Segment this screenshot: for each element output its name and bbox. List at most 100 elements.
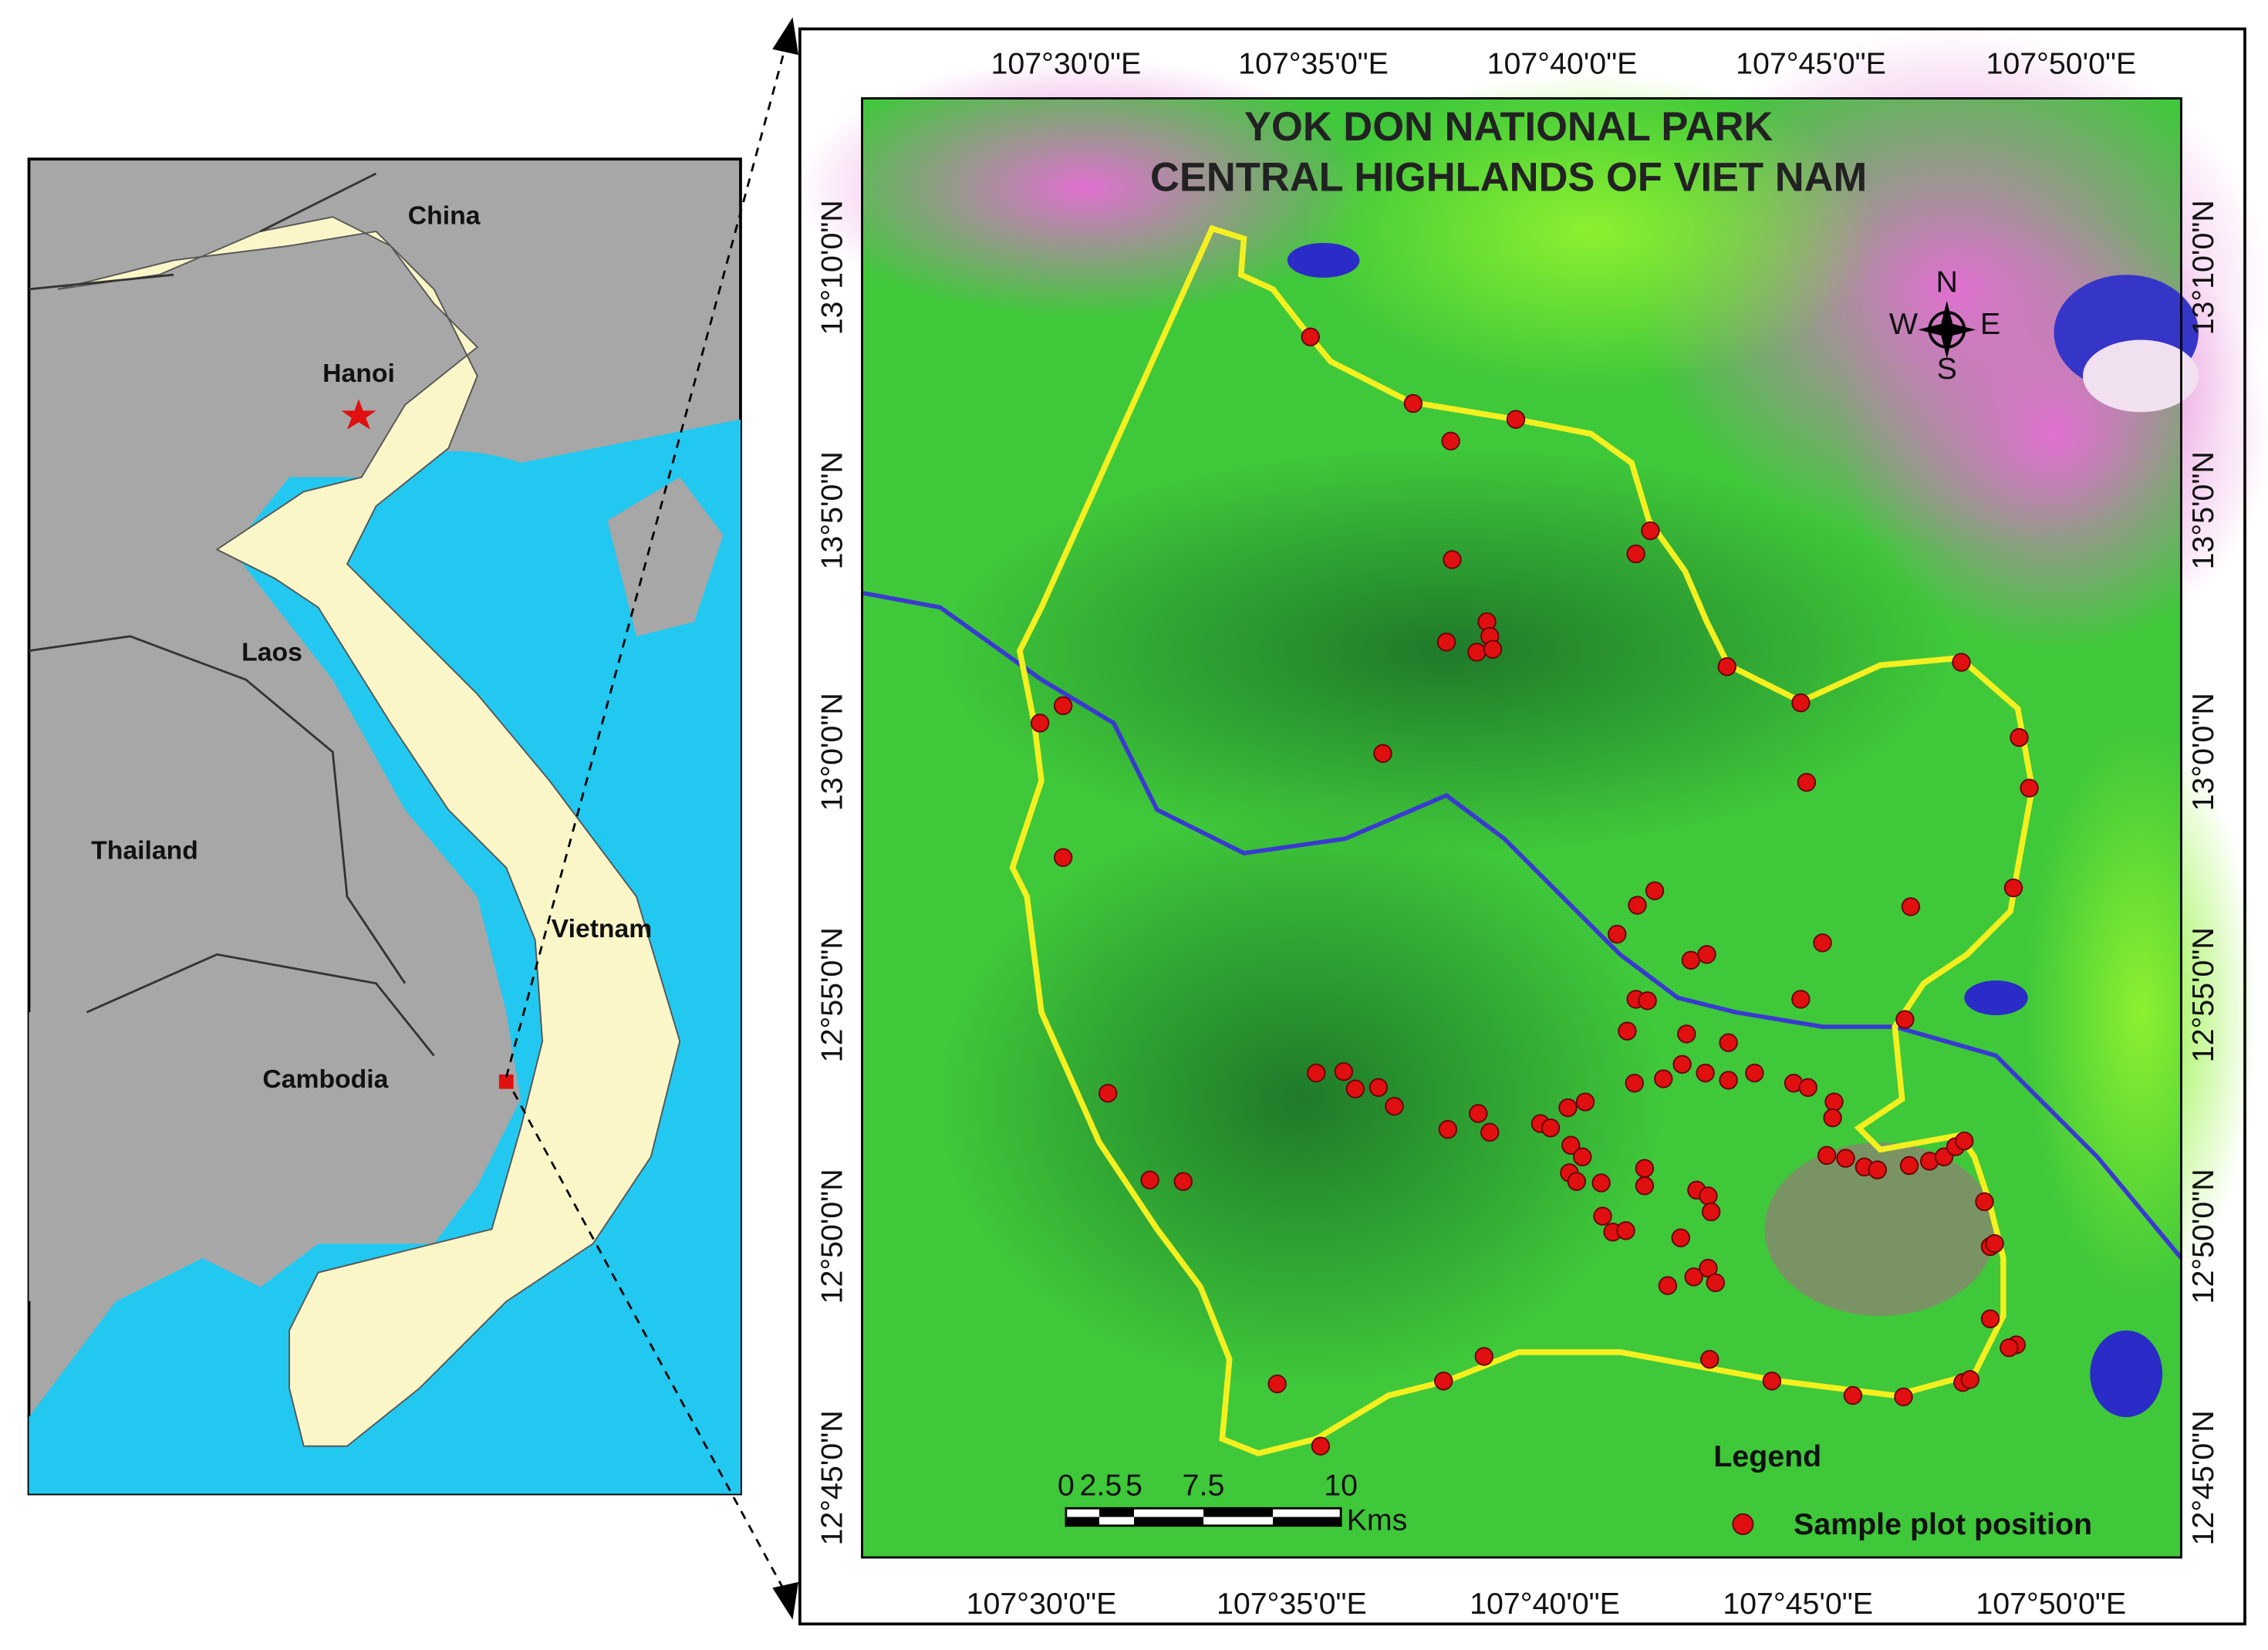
sample-plot bbox=[1952, 653, 1971, 672]
sample-plot bbox=[1745, 1063, 1764, 1083]
sample-plot bbox=[1573, 1147, 1592, 1166]
sample-plot bbox=[1836, 1149, 1855, 1168]
sample-plot bbox=[1824, 1092, 1844, 1112]
scale-unit: Kms bbox=[1347, 1503, 1408, 1537]
sample-plot bbox=[1403, 393, 1423, 413]
sample-plot bbox=[1677, 1024, 1696, 1044]
sample-plot bbox=[1658, 1276, 1678, 1295]
sample-plot bbox=[1053, 848, 1073, 867]
inset-label: China bbox=[408, 201, 481, 231]
latitude-label: 12°50'0"N bbox=[815, 1169, 849, 1304]
sample-plot bbox=[1681, 950, 1701, 970]
sample-plot bbox=[1684, 1267, 1703, 1287]
sample-plot bbox=[1717, 657, 1736, 677]
longitude-label: 107°40'0"E bbox=[1470, 1587, 1620, 1621]
sample-plot bbox=[1813, 933, 1832, 953]
sample-plot bbox=[1480, 1122, 1500, 1142]
sample-plot bbox=[1434, 1372, 1453, 1391]
sample-plot bbox=[1301, 327, 1320, 346]
latitude-label: 12°45'0"N bbox=[2186, 1410, 2220, 1545]
sample-plot bbox=[1441, 431, 1460, 450]
sample-plot bbox=[1140, 1170, 1159, 1189]
inset-map bbox=[27, 157, 742, 1496]
sample-plot bbox=[1385, 1096, 1404, 1116]
sample-plot bbox=[1628, 896, 1647, 915]
sample-plot bbox=[1030, 714, 1050, 733]
latitude-label: 13°10'0"N bbox=[815, 200, 849, 335]
sample-plot bbox=[1823, 1108, 1842, 1128]
sample-plot bbox=[1955, 1131, 1974, 1151]
latitude-label: 13°5'0"N bbox=[2186, 451, 2220, 569]
sample-plot bbox=[1696, 1063, 1715, 1083]
compass-letter: E bbox=[1980, 307, 2000, 341]
sample-plot bbox=[1311, 1436, 1331, 1456]
scale-label: 5 bbox=[1126, 1468, 1142, 1502]
sample-plot bbox=[1334, 1061, 1354, 1081]
sample-plot bbox=[1719, 1033, 1738, 1052]
longitude-label: 107°40'0"E bbox=[1487, 47, 1638, 81]
sample-plot bbox=[1645, 881, 1665, 900]
sample-plot bbox=[1267, 1374, 1287, 1394]
sample-plot bbox=[1797, 773, 1817, 792]
longitude-label: 107°30'0"E bbox=[991, 47, 1141, 81]
scale-label: 10 bbox=[1324, 1468, 1358, 1502]
longitude-label: 107°50'0"E bbox=[1986, 47, 2136, 81]
sample-plot bbox=[1699, 1186, 1718, 1206]
sample-plot bbox=[1438, 1119, 1458, 1139]
scale-bar bbox=[1065, 1507, 1342, 1527]
satellite-image bbox=[795, 29, 2268, 1558]
compass-letter: N bbox=[1936, 265, 1958, 299]
latitude-label: 12°55'0"N bbox=[815, 927, 849, 1062]
sample-plot bbox=[1635, 1159, 1655, 1178]
sample-plot bbox=[1099, 1084, 1118, 1103]
inset-label: Laos bbox=[241, 638, 302, 667]
latitude-label: 13°0'0"N bbox=[815, 693, 849, 811]
sample-plot bbox=[1443, 550, 1462, 569]
sample-plot bbox=[1719, 1071, 1738, 1090]
compass bbox=[1918, 300, 1976, 359]
sample-plot bbox=[2003, 878, 2023, 898]
legend-title: Legend bbox=[1713, 1439, 1821, 1473]
sample-plot bbox=[2010, 727, 2029, 747]
sample-plot bbox=[1483, 639, 1503, 659]
sample-plot bbox=[1561, 1135, 1581, 1155]
sample-plot bbox=[1575, 1092, 1595, 1112]
longitude-label: 107°45'0"E bbox=[1736, 47, 1886, 81]
sample-plot bbox=[1608, 924, 1627, 944]
scale-label: 2.5 bbox=[1080, 1468, 1122, 1502]
longitude-label: 107°30'0"E bbox=[967, 1587, 1117, 1621]
sample-plot bbox=[1960, 1370, 1979, 1389]
sample-plot bbox=[1671, 1228, 1690, 1247]
map-title: YOK DON NATIONAL PARK bbox=[1244, 104, 1773, 150]
latitude-label: 13°10'0"N bbox=[2186, 200, 2220, 335]
sample-plot bbox=[1591, 1173, 1611, 1193]
latitude-label: 13°0'0"N bbox=[2186, 693, 2220, 811]
scale-label: 7.5 bbox=[1183, 1468, 1225, 1502]
sample-plot bbox=[2000, 1338, 2019, 1358]
sample-plot bbox=[1616, 1221, 1635, 1240]
sample-plot bbox=[2020, 778, 2039, 798]
sample-plot bbox=[1980, 1309, 2000, 1328]
sample-plot bbox=[1798, 1078, 1817, 1097]
inset-label: Cambodia bbox=[262, 1065, 388, 1094]
longitude-label: 107°45'0"E bbox=[1723, 1587, 1873, 1621]
sample-plot bbox=[1975, 1192, 1994, 1212]
inset-label: Vietnam bbox=[552, 914, 653, 943]
sample-plot bbox=[1373, 744, 1392, 763]
latitude-label: 12°55'0"N bbox=[2186, 927, 2220, 1062]
inset-label: Thailand bbox=[91, 836, 198, 865]
sample-plot bbox=[1558, 1098, 1578, 1118]
longitude-label: 107°35'0"E bbox=[1238, 47, 1389, 81]
sample-plot bbox=[1817, 1146, 1837, 1166]
sample-plot bbox=[1843, 1385, 1863, 1405]
legend-entry: Sample plot position bbox=[1794, 1507, 2092, 1541]
sample-plot bbox=[1474, 1347, 1493, 1366]
sample-plot bbox=[1618, 1021, 1637, 1041]
latitude-label: 13°5'0"N bbox=[815, 451, 849, 569]
sample-plot bbox=[1506, 410, 1526, 429]
latitude-label: 12°50'0"N bbox=[2186, 1169, 2220, 1304]
sample-plot bbox=[1369, 1078, 1389, 1097]
sample-plot bbox=[1173, 1172, 1193, 1191]
latitude-label: 12°45'0"N bbox=[815, 1410, 849, 1545]
